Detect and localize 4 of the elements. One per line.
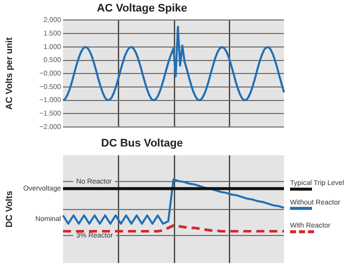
y-axis-title: DC Volts	[4, 190, 14, 228]
chart-title: AC Voltage Spike	[96, 2, 188, 15]
chart-title: DC Bus Voltage	[101, 138, 183, 150]
y-axis-title: AC Volts per unit	[4, 37, 14, 110]
